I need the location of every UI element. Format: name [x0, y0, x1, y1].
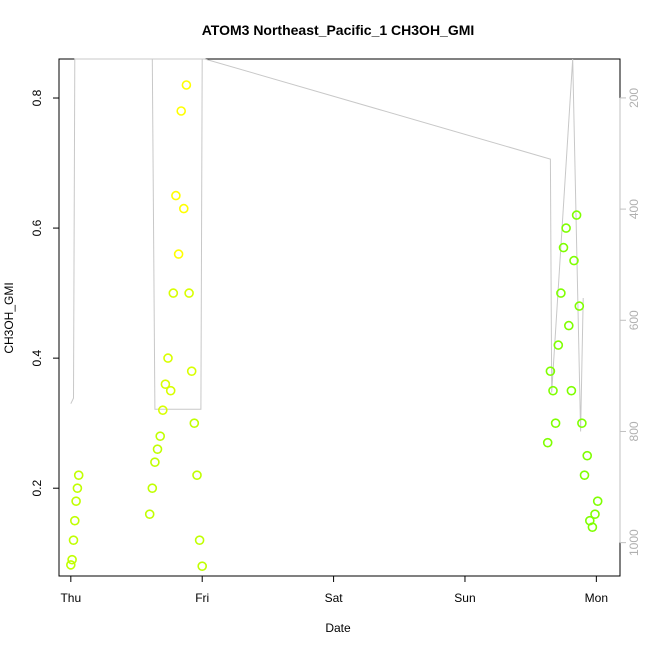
data-point — [72, 483, 83, 494]
data-point — [184, 288, 194, 298]
data-point — [556, 288, 566, 298]
y2-tick-label: 200 — [627, 88, 641, 108]
x-tick-label: Sat — [325, 591, 344, 605]
data-point — [186, 366, 197, 377]
data-point — [194, 535, 205, 546]
data-point — [553, 340, 564, 350]
data-point — [176, 106, 186, 116]
data-point — [71, 496, 81, 507]
y2-tick-label: 800 — [627, 421, 641, 441]
data-point — [542, 437, 553, 448]
data-point — [165, 385, 176, 396]
data-point — [147, 483, 158, 494]
data-point — [66, 560, 76, 570]
data-point — [561, 223, 571, 233]
data-point — [168, 288, 179, 298]
data-point — [558, 242, 569, 253]
data-point — [181, 80, 192, 90]
x-tick-label: Sun — [454, 591, 475, 605]
chart-title: ATOM3 Northeast_Pacific_1 CH3OH_GMI — [202, 22, 475, 38]
data-point — [590, 509, 600, 520]
data-point — [152, 444, 163, 455]
data-point — [155, 431, 165, 442]
data-point — [197, 561, 207, 572]
data-point — [592, 496, 603, 507]
y-axis: 0.2 0.4 0.6 0.8 — [30, 89, 60, 497]
y-tick-label: 0.8 — [30, 89, 44, 106]
y-tick-label: 0.2 — [30, 480, 44, 497]
data-point — [173, 249, 184, 259]
data-point — [569, 255, 579, 266]
plot-frame — [58, 58, 621, 577]
data-point — [189, 418, 200, 429]
x-tick-label: Thu — [60, 591, 81, 605]
data-point — [550, 418, 561, 429]
data-point — [171, 190, 181, 201]
data-point — [144, 509, 155, 520]
y2-tick-label: 400 — [627, 199, 641, 219]
data-point — [70, 515, 80, 526]
pressure-series-line — [70, 58, 584, 432]
x-axis: Thu Fri Sat Sun Mon — [60, 575, 608, 605]
y2-tick-label: 1000 — [627, 529, 641, 556]
data-point — [67, 554, 77, 565]
y-axis-label: CH3OH_GMI — [2, 282, 16, 353]
data-point — [566, 385, 577, 396]
data-point — [548, 385, 558, 396]
data-point — [68, 535, 79, 546]
data-point — [73, 470, 84, 481]
data-point — [163, 353, 173, 363]
data-point — [571, 210, 582, 220]
data-point — [192, 470, 202, 481]
y2-tick-label: 600 — [627, 310, 641, 330]
x-axis-label: Date — [325, 621, 351, 635]
data-point — [582, 450, 593, 461]
y-tick-label: 0.6 — [30, 219, 44, 236]
data-point — [179, 203, 189, 214]
x-tick-label: Mon — [585, 591, 608, 605]
data-point — [150, 457, 160, 468]
data-point — [574, 301, 585, 311]
data-point — [587, 522, 598, 533]
data-point — [158, 405, 168, 416]
data-point — [160, 379, 171, 390]
x-tick-label: Fri — [195, 591, 209, 605]
data-point — [577, 418, 587, 429]
data-point — [579, 470, 590, 481]
data-points — [66, 80, 603, 572]
y2-axis: 200 400 600 800 1000 — [619, 88, 641, 556]
y-tick-label: 0.4 — [30, 349, 44, 366]
data-point — [545, 366, 556, 377]
data-point — [563, 320, 574, 331]
pressure-line — [70, 58, 584, 432]
